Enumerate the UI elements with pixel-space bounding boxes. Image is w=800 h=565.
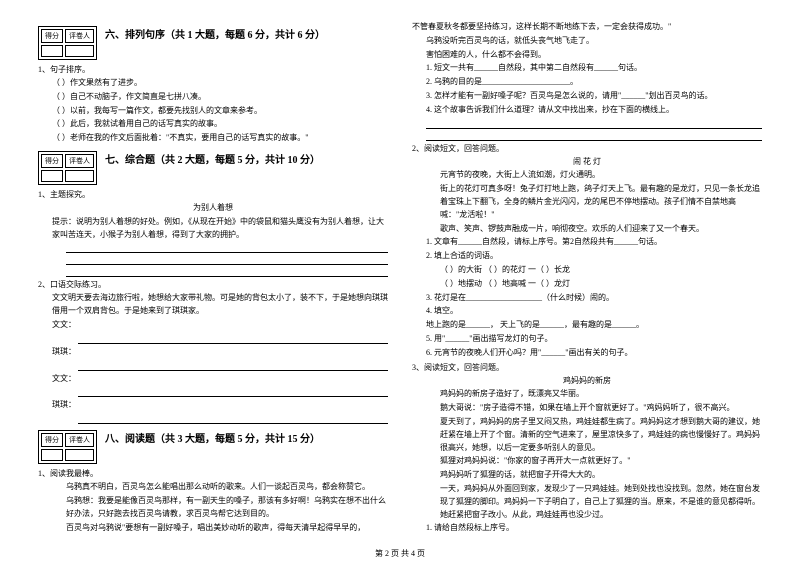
q8-3: 3、阅读短文，回答问题。 [412,362,762,373]
right-column: 不管春夏秋冬都要坚持练习，这样长期不断地练下去，一定会获得成功。" 乌鸦没听完百… [400,20,770,550]
blank-line [78,361,388,371]
q7-2: 2、口语交际练习。 [38,279,388,290]
q8-3-p1: 鸡妈妈的新房子造好了，既漂亮又华丽。 [412,388,762,401]
score-blank2c [65,449,94,461]
q8-3-title: 鸡妈妈的新房 [412,375,762,388]
q8-2-title: 闹 花 灯 [412,156,762,169]
left-column: 得分评卷人 六、排列句序（共 1 大题，每题 6 分，共计 6 分） 1、句子排… [30,20,400,550]
blank-line [66,267,388,277]
q6-1-item3: （ ）此后，我就试着用自己的话写真实的故事。 [38,118,388,131]
score-blank2 [65,45,94,57]
q6-1-item1: （ ）自己不动脑子，作文简直是七拼八凑。 [38,91,388,104]
section-7-title: 七、综合题（共 2 大题，每题 5 分，共计 10 分） [105,151,320,166]
score-box-8: 得分评卷人 [38,430,97,464]
q8-3-1: 1. 请给自然段标上序号。 [412,522,762,535]
q7-2-a: 文文： [38,319,388,332]
score-blankc [41,449,63,461]
q7-2-text: 文文明天要去海边旅行啦，她想给大家带礼物。可是她的背包太小了，装不下，于是她想向… [38,292,388,318]
q8-2-1: 1. 文章有______自然段，请标上序号。第2自然段共有______句话。 [412,236,762,249]
q8-2-4a: 地上跑的是______， 天上飞的是______，最有趣的是______。 [412,319,762,332]
section-8-title: 八、阅读题（共 3 大题，每题 5 分，共计 15 分） [105,430,320,445]
r-p3: 害怕困难的人，什么都不会得到。 [412,49,762,62]
score-col2b: 评卷人 [65,154,94,168]
page-footer: 第 2 页 共 4 页 [0,548,800,559]
q8-2-p1: 元宵节的夜晚，大街上人流如潮，灯火通明。 [412,169,762,182]
q6-1-item4: （ ）老师在我的作文后面批着："不真实，要用自己的话写真实的故事。" [38,132,388,145]
score-blank [41,45,63,57]
q8-2-2a: （ ）的大街 （ ）的花灯 一（ ）长龙 [412,264,762,277]
q8-2-2: 2. 填上合适的词语。 [412,250,762,263]
r-r1: 1. 短文一共有______自然段，其中第二自然段有______句话。 [412,62,762,75]
q7-1-hint: 提示：说明为别人着想的好处。例如，《从现在开始》中的袋鼠和猫头鹰没有为别人着想，… [38,216,388,242]
r-r2: 2. 乌鸦的目的是______________________。 [412,76,762,89]
score-col1b: 得分 [41,154,63,168]
q8-2: 2、阅读短文，回答问题。 [412,143,762,154]
q7-1-title: 为别人着想 [38,202,388,215]
q7-2-b: 琪琪： [38,346,388,359]
q6-1: 1、句子排序。 [38,64,388,75]
q8-3-p4: 狐狸对鸡妈妈说："你家的窗子再开大一点就更好了。" [412,455,762,468]
q8-1-p2: 乌鸦想：我要是能像百灵鸟那样，有一副天生的嗓子，那该有多好啊！乌鸦实在想不出什么… [38,495,388,521]
q7-2-c: 文文： [38,373,388,386]
q7-2-d: 琪琪： [38,399,388,412]
q8-3-p5: 鸡妈妈听了狐狸的话，就把窗子开得大大的。 [412,469,762,482]
score-col2c: 评卷人 [65,433,94,447]
q6-1-item0: （ ）作文果然有了进步。 [38,77,388,90]
q8-1-p1: 乌鸦真不明白，百灵鸟怎么能唱出那么动听的歌来。人们一谈起百灵鸟，都会称赞它。 [38,481,388,494]
blank-line [426,119,762,129]
q8-1: 1、阅读我最棒。 [38,468,388,479]
q8-2-5: 5. 用"______"画出描写龙灯的句子。 [412,333,762,346]
score-box-6: 得分评卷人 [38,26,97,60]
r-r4: 4. 这个故事告诉我们什么道理？请从文中找出来，抄在下面的横线上。 [412,104,762,117]
section-6-title: 六、排列句序（共 1 大题，每题 6 分，共计 6 分） [105,26,325,41]
score-col1c: 得分 [41,433,63,447]
q8-3-p6: 一天，鸡妈妈从外面回到家，发现少了一只鸡娃娃。她到处找也没找到。忽然，她在窗台发… [412,483,762,521]
score-box-7: 得分评卷人 [38,151,97,185]
score-blank2b [65,170,94,182]
blank-line [66,255,388,265]
q8-2-p3: 歌声、笑声、锣鼓声融成一片，响彻夜空。欢乐的人们迎来了又一个春天。 [412,223,762,236]
r-p2: 乌鸦没听完百灵鸟的话，就低头丧气地飞走了。 [412,35,762,48]
blank-line [78,414,388,424]
q8-2-4: 4. 填空。 [412,305,762,318]
section-8-header: 得分评卷人 八、阅读题（共 3 大题，每题 5 分，共计 15 分） [38,430,388,464]
blank-line [426,131,762,141]
blank-line [78,387,388,397]
q8-3-p3: 夏天到了，鸡妈妈的房子里又闷又热，鸡娃娃都生病了。鸡妈妈这才想到鹅大哥的建议，她… [412,416,762,454]
score-blankb [41,170,63,182]
score-col2: 评卷人 [65,29,94,43]
r-r3: 3. 怎样才能有一副好嗓子呢？百灵鸟是怎么说的，请用"______"划出百灵鸟的… [412,90,762,103]
q8-2-3: 3. 花灯是在___________________（什么时候）闹的。 [412,292,762,305]
blank-line [78,334,388,344]
q8-2-6: 6. 元宵节的夜晚人们开心吗？用"______"画出有关的句子。 [412,347,762,360]
q6-1-item2: （ ）以前，我每写一篇作文，都要先找别人的文章来参考。 [38,105,388,118]
q8-2-p2: 街上的花灯可真多呀！兔子灯打地上跑，鸽子灯天上飞。最有趣的是龙灯，只见一条长龙追… [412,183,762,221]
q8-2-2b: （ ）地摆动 （ ）地高喊 一（ ）龙灯 [412,278,762,291]
blank-line [66,243,388,253]
section-7-header: 得分评卷人 七、综合题（共 2 大题，每题 5 分，共计 10 分） [38,151,388,185]
r-p1: 不管春夏秋冬都要坚持练习，这样长期不断地练下去，一定会获得成功。" [412,21,762,34]
q8-1-p3: 百灵鸟对乌鸦说"要想有一副好嗓子，唱出美妙动听的歌声，得每天清早起得早早的， [38,522,388,535]
q8-3-p2: 鹅大哥说："房子造得不错，如果在墙上开个窗就更好了。"鸡妈妈听了，很不高兴。 [412,402,762,415]
score-col1: 得分 [41,29,63,43]
q7-1: 1、主题探究。 [38,189,388,200]
section-6-header: 得分评卷人 六、排列句序（共 1 大题，每题 6 分，共计 6 分） [38,26,388,60]
